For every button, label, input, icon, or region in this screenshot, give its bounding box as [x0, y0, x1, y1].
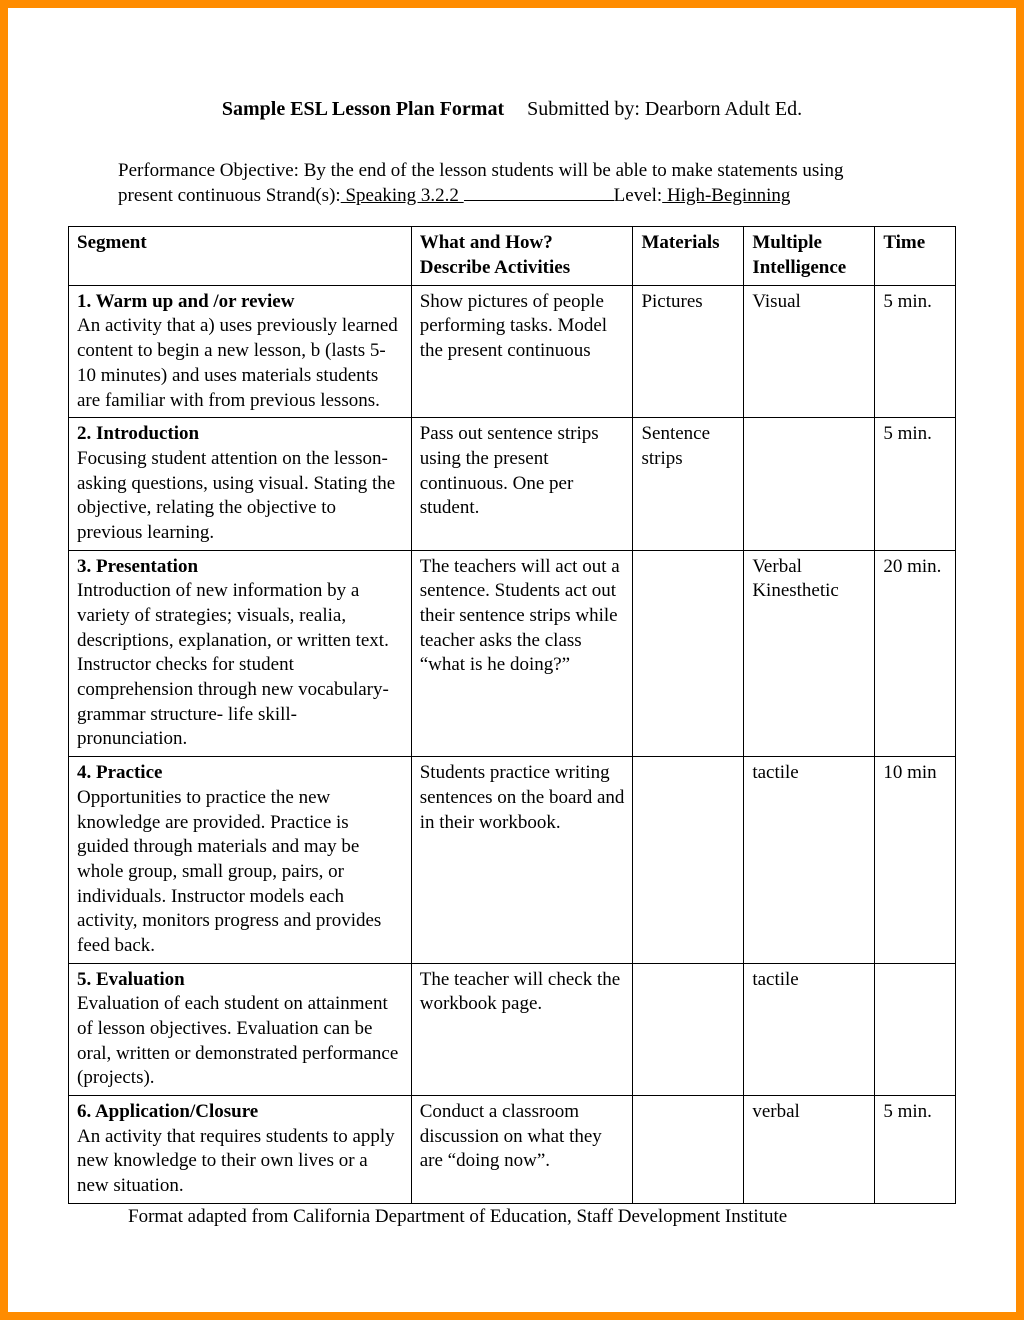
segment-description: Introduction of new information by a var… — [77, 580, 389, 749]
cell-materials — [633, 963, 744, 1095]
cell-time — [875, 963, 956, 1095]
cell-intelligence: verbal — [744, 1096, 875, 1204]
table-row: 3. Presentation Introduction of new infor… — [69, 550, 956, 757]
header-intel-line2: Intelligence — [752, 257, 846, 278]
cell-what: Conduct a classroom discussion on what t… — [411, 1096, 633, 1204]
submitted-by: Submitted by: Dearborn Adult Ed. — [527, 98, 802, 120]
segment-description: Opportunities to practice the new knowle… — [77, 787, 381, 956]
cell-time: 5 min. — [875, 418, 956, 550]
cell-what: The teacher will check the workbook page… — [411, 963, 633, 1095]
segment-title: 1. Warm up and /or review — [77, 291, 294, 312]
document-title: Sample ESL Lesson Plan Format — [222, 98, 504, 120]
blank-underline — [464, 200, 614, 201]
title-line: Sample ESL Lesson Plan Format Submitted … — [68, 98, 956, 121]
segment-title: 5. Evaluation — [77, 969, 185, 990]
header-intelligence: Multiple Intelligence — [744, 227, 875, 285]
cell-intelligence: tactile — [744, 963, 875, 1095]
header-time: Time — [875, 227, 956, 285]
table-row: 1. Warm up and /or review An activity tha… — [69, 285, 956, 417]
cell-what: Students practice writing sentences on t… — [411, 757, 633, 964]
cell-intelligence: Verbal Kinesthetic — [744, 550, 875, 757]
cell-intelligence — [744, 418, 875, 550]
cell-segment: 2. Introduction Focusing student attentio… — [69, 418, 412, 550]
cell-what: Pass out sentence strips using the prese… — [411, 418, 633, 550]
segment-title: 4. Practice — [77, 762, 162, 783]
cell-intelligence: tactile — [744, 757, 875, 964]
segment-description: Evaluation of each student on attainment… — [77, 993, 398, 1088]
table-row: 2. Introduction Focusing student attentio… — [69, 418, 956, 550]
table-row: 4. Practice Opportunities to practice the… — [69, 757, 956, 964]
strand-value: Speaking 3.2.2 — [341, 185, 464, 206]
table-row: 5. Evaluation Evaluation of each student … — [69, 963, 956, 1095]
cell-time: 20 min. — [875, 550, 956, 757]
cell-materials — [633, 550, 744, 757]
segment-description: An activity that requires students to ap… — [77, 1126, 395, 1196]
cell-materials: Sentence strips — [633, 418, 744, 550]
level-label: Level: — [614, 185, 663, 206]
cell-segment: 4. Practice Opportunities to practice the… — [69, 757, 412, 964]
segment-title: 3. Presentation — [77, 556, 198, 577]
cell-materials — [633, 1096, 744, 1204]
segment-title: 2. Introduction — [77, 423, 199, 444]
header-what: What and How? Describe Activities — [411, 227, 633, 285]
header-what-line1: What and How? — [420, 232, 553, 253]
segment-description: Focusing student attention on the lesson… — [77, 448, 395, 543]
cell-materials — [633, 757, 744, 964]
header-intel-line1: Multiple — [752, 232, 822, 253]
cell-segment: 1. Warm up and /or review An activity tha… — [69, 285, 412, 417]
table-row: 6. Application/Closure An activity that r… — [69, 1096, 956, 1204]
cell-segment: 5. Evaluation Evaluation of each student … — [69, 963, 412, 1095]
level-value: High-Beginning — [662, 185, 790, 206]
table-body: 1. Warm up and /or review An activity tha… — [69, 285, 956, 1203]
cell-materials: Pictures — [633, 285, 744, 417]
performance-objective: Performance Objective: By the end of the… — [118, 159, 906, 208]
lesson-plan-table: Segment What and How? Describe Activitie… — [68, 226, 956, 1203]
header-materials: Materials — [633, 227, 744, 285]
objective-line1: Performance Objective: By the end of the… — [118, 160, 844, 181]
table-header-row: Segment What and How? Describe Activitie… — [69, 227, 956, 285]
header-segment: Segment — [69, 227, 412, 285]
cell-what: Show pictures of people performing tasks… — [411, 285, 633, 417]
cell-intelligence: Visual — [744, 285, 875, 417]
footer-attribution: Format adapted from California Departmen… — [128, 1206, 956, 1228]
segment-description: An activity that a) uses previously lear… — [77, 315, 398, 410]
segment-title: 6. Application/Closure — [77, 1101, 258, 1122]
header-what-line2: Describe Activities — [420, 257, 570, 278]
cell-time: 5 min. — [875, 285, 956, 417]
cell-time: 10 min — [875, 757, 956, 964]
document-frame: Sample ESL Lesson Plan Format Submitted … — [0, 0, 1024, 1320]
cell-time: 5 min. — [875, 1096, 956, 1204]
objective-line2-prefix: present continuous Strand(s): — [118, 185, 341, 206]
cell-what: The teachers will act out a sentence. St… — [411, 550, 633, 757]
cell-segment: 6. Application/Closure An activity that r… — [69, 1096, 412, 1204]
cell-segment: 3. Presentation Introduction of new infor… — [69, 550, 412, 757]
